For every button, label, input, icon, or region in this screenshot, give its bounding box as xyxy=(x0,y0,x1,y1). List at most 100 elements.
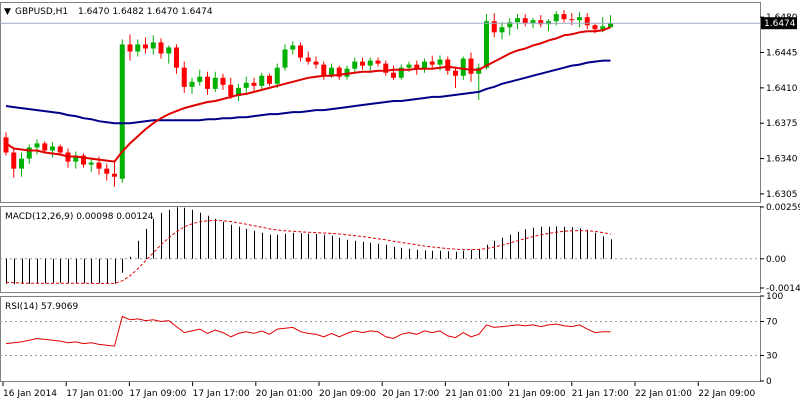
symbol-arrow-icon: ▼ xyxy=(4,7,11,17)
candle xyxy=(166,45,172,64)
candle xyxy=(321,61,327,80)
candle xyxy=(189,77,195,94)
candle xyxy=(259,72,265,90)
candle-body xyxy=(321,64,327,76)
candle xyxy=(135,39,141,57)
rsi-tick-label: 70 xyxy=(766,318,778,328)
time-tick-label: 21 Jan 01:00 xyxy=(445,389,502,399)
time-tick-label: 21 Jan 09:00 xyxy=(509,389,566,399)
candle-body xyxy=(437,59,443,65)
candle-body xyxy=(352,61,358,69)
rsi-panel: RSI(14) 57.9069 xyxy=(0,296,761,382)
candle-body xyxy=(73,155,79,162)
candle-body xyxy=(298,45,303,58)
candle-body xyxy=(174,47,179,68)
rsi-tick-label: 100 xyxy=(766,292,783,302)
candle-body xyxy=(26,147,32,159)
candle xyxy=(507,18,513,36)
candle-body xyxy=(251,82,257,86)
candle-body xyxy=(453,70,458,76)
candle xyxy=(73,151,79,169)
candle-body xyxy=(189,81,195,87)
candle-body xyxy=(530,20,536,24)
price-tick-label: 1.6445 xyxy=(766,49,798,59)
candle-body xyxy=(158,42,164,54)
rsi-label: RSI(14) 57.9069 xyxy=(5,302,78,312)
candle xyxy=(251,77,257,92)
price-plot-frame xyxy=(0,2,761,203)
macd-tick-label: 0.00 xyxy=(766,255,786,265)
candle-body xyxy=(181,67,187,87)
macd-panel: MACD(12,26,9) 0.00098 0.00124 xyxy=(0,206,761,293)
time-tick-label: 20 Jan 01:00 xyxy=(256,389,313,399)
candle-body xyxy=(592,25,598,30)
candle-body xyxy=(383,63,389,73)
candle-body xyxy=(507,22,513,28)
macd-signal-line xyxy=(5,219,611,284)
candle xyxy=(274,63,280,88)
candle xyxy=(391,65,396,80)
candle-body xyxy=(259,75,265,86)
candle-body xyxy=(127,44,133,52)
ma-slow-line xyxy=(5,59,611,125)
candle-body xyxy=(414,64,420,69)
candle-body xyxy=(243,82,249,88)
candle-body xyxy=(491,21,497,33)
candle xyxy=(181,61,187,93)
candle xyxy=(212,71,218,92)
candle xyxy=(522,14,528,27)
candle-body xyxy=(515,18,520,23)
candle xyxy=(499,22,505,40)
macd-tick-label: -0.00146 xyxy=(766,284,800,294)
candle xyxy=(336,65,342,80)
ma-fast-line xyxy=(5,26,611,163)
candle-body xyxy=(220,77,226,85)
candle xyxy=(577,12,582,28)
candle xyxy=(491,13,497,38)
time-axis: 16 Jan 2014 17 Jan 01:00 17 Jan 09:00 17 Ja… xyxy=(2,382,755,399)
candle xyxy=(561,10,567,23)
candle xyxy=(34,139,40,155)
candle-body xyxy=(422,61,427,69)
candle xyxy=(305,51,311,65)
candle xyxy=(538,15,544,28)
price-tick-label: 1.6375 xyxy=(766,119,798,129)
price-tick-label: 1.6305 xyxy=(766,190,798,200)
candle-body xyxy=(282,49,288,68)
candle-body xyxy=(274,67,280,84)
candle xyxy=(220,73,226,90)
candle-body xyxy=(205,76,210,89)
macd-label: MACD(12,26,9) 0.00098 0.00124 xyxy=(5,212,154,222)
time-tick-label: 17 Jan 01:00 xyxy=(66,389,123,399)
candle-body xyxy=(406,64,412,68)
candle xyxy=(150,35,156,55)
candle-body xyxy=(305,57,311,62)
candle-body xyxy=(468,58,474,74)
candle xyxy=(360,57,365,70)
candle xyxy=(19,152,24,177)
candle xyxy=(243,76,249,93)
candle xyxy=(422,58,427,73)
candle xyxy=(468,52,474,82)
candle-body xyxy=(267,75,272,84)
candle-body xyxy=(57,146,63,153)
candle-body xyxy=(212,77,218,89)
candle-body xyxy=(290,45,296,50)
candle-body xyxy=(329,67,334,76)
candle-body xyxy=(313,61,319,65)
candle-body xyxy=(150,42,156,49)
rsi-plot-frame xyxy=(0,296,761,382)
candle xyxy=(104,163,110,181)
candle-body xyxy=(367,60,373,66)
candle-body xyxy=(460,58,466,76)
candle xyxy=(290,41,296,55)
candle xyxy=(367,57,373,73)
candle-body xyxy=(3,137,9,153)
candle xyxy=(484,14,489,70)
candle-body xyxy=(375,60,381,64)
candle-body xyxy=(88,162,94,165)
candle xyxy=(197,69,203,86)
candle-body xyxy=(143,44,148,49)
candle xyxy=(236,83,241,101)
